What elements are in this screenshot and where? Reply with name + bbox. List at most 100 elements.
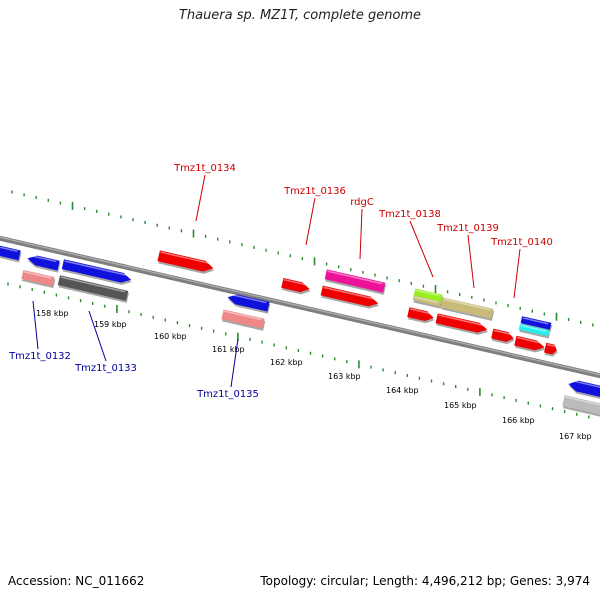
leader-line <box>359 208 363 260</box>
gene-body <box>407 307 434 322</box>
gene-highlight <box>283 278 308 286</box>
map-title: Thauera sp. MZ1T, complete genome <box>178 8 422 23</box>
gene-highlight <box>60 276 126 293</box>
gene-body <box>0 245 21 261</box>
label-tmz1t-0135[interactable]: Tmz1t_0135 <box>196 389 259 400</box>
gene-body <box>57 275 129 301</box>
gene-highlight <box>415 289 440 297</box>
gene-blue-left[interactable] <box>26 254 61 273</box>
leader-line <box>195 174 206 222</box>
gene-highlight <box>224 310 262 321</box>
gene-body <box>435 313 488 333</box>
leader-line <box>32 300 39 350</box>
gene-body <box>227 294 270 312</box>
label-tmz1t-0140[interactable]: Tmz1t_0140 <box>490 237 553 248</box>
kbp-label-layer: 158 kbp 159 kbp 160 kbp 161 kbp 162 kbp 163 k… <box>36 309 592 441</box>
gene-blue-right[interactable] <box>61 259 133 287</box>
gene-rdgc[interactable] <box>324 269 387 295</box>
gene-red-small[interactable] <box>544 342 560 358</box>
gene-body <box>520 316 552 330</box>
leader-line <box>467 234 475 289</box>
tick-layer <box>7 190 594 419</box>
leader-lines <box>32 174 521 388</box>
gene-body <box>568 380 600 398</box>
gene-body <box>544 342 557 355</box>
gene-tmz1t-0138[interactable] <box>407 307 436 325</box>
gene-body <box>412 295 442 307</box>
gene-highlight <box>493 329 512 336</box>
gene-highlight <box>327 270 383 285</box>
label-tmz1t-0139[interactable]: Tmz1t_0139 <box>436 223 499 234</box>
gene-body <box>61 259 132 283</box>
gene-highlight <box>229 293 267 304</box>
leader-line <box>409 220 434 278</box>
gene-highlight <box>438 314 486 327</box>
kbp-position-label: 164 kbp <box>386 386 419 395</box>
gene-blue-edge[interactable] <box>567 379 600 400</box>
gene-tmz1t-0139[interactable] <box>440 297 495 321</box>
label-tmz1t-0132[interactable]: Tmz1t_0132 <box>8 351 71 362</box>
gene-body <box>518 323 550 337</box>
gene-highlight <box>23 270 52 279</box>
label-tmz1t-0133[interactable]: Tmz1t_0133 <box>74 363 137 374</box>
gene-highlight <box>546 343 555 347</box>
kbp-position-label: 159 kbp <box>94 320 127 329</box>
genome-summary-text: Topology: circular; Length: 4,496,212 bp… <box>260 574 590 588</box>
gene-highlight <box>516 336 543 344</box>
gene-layer <box>0 244 600 418</box>
gene-highlight <box>520 324 547 332</box>
gene-gray-edge[interactable] <box>562 395 600 418</box>
gene-red-0137[interactable] <box>320 285 380 311</box>
kbp-position-label: 162 kbp <box>270 358 303 367</box>
label-rdgc[interactable]: rdgC <box>350 197 374 208</box>
leader-line <box>88 310 107 362</box>
gene-khaki-small[interactable] <box>412 295 442 309</box>
label-tmz1t-0134[interactable]: Tmz1t_0134 <box>173 163 236 174</box>
gene-highlight <box>28 254 57 263</box>
gene-highlight <box>443 298 491 311</box>
gene-tmz1t-0133[interactable] <box>57 275 129 303</box>
gene-highlight <box>160 251 212 265</box>
gene-body <box>281 278 310 293</box>
gene-body <box>324 269 386 293</box>
gene-highlight <box>522 317 549 325</box>
gene-blue-small[interactable] <box>520 316 553 332</box>
gene-red-0141[interactable] <box>514 335 547 355</box>
gene-blue-left-edge[interactable] <box>0 244 22 263</box>
kbp-position-label: 158 kbp <box>36 309 69 318</box>
gene-body <box>221 309 265 329</box>
gene-label-layer: Tmz1t_0134 Tmz1t_0136 rdgC Tmz1t_0138 Tmz1t_… <box>8 163 553 400</box>
gene-body <box>27 255 60 271</box>
gene-body <box>157 250 214 272</box>
gene-blue-0135-upper[interactable] <box>226 292 271 314</box>
gene-tmz1t-0136[interactable] <box>281 278 312 296</box>
gene-tmz1t-0132[interactable] <box>21 270 56 289</box>
gene-highlight <box>570 379 600 389</box>
leader-line <box>230 338 239 388</box>
gene-body <box>440 297 494 319</box>
kbp-position-label: 165 kbp <box>444 401 477 410</box>
gene-body <box>491 328 514 342</box>
gene-highlight <box>0 244 18 252</box>
gene-tmz1t-0135[interactable] <box>221 309 266 331</box>
gene-body <box>21 270 55 286</box>
gene-tmz1t-0140[interactable] <box>491 328 516 346</box>
accession-text: Accession: NC_011662 <box>8 574 145 588</box>
label-tmz1t-0136[interactable]: Tmz1t_0136 <box>283 186 346 197</box>
backbone-track <box>0 235 600 379</box>
gene-highlight <box>565 396 600 406</box>
gene-body <box>562 395 600 415</box>
gene-highlight <box>414 296 439 304</box>
gene-cyan-small[interactable] <box>518 323 551 339</box>
gene-body <box>320 285 379 307</box>
leader-line <box>513 248 521 299</box>
gene-red-0139[interactable] <box>435 313 490 337</box>
gene-tmz1t-0134[interactable] <box>157 250 216 275</box>
label-tmz1t-0138[interactable]: Tmz1t_0138 <box>378 209 441 220</box>
gene-body <box>413 288 443 304</box>
backbone-highlight <box>0 236 600 376</box>
kbp-position-label: 166 kbp <box>502 416 535 425</box>
gene-highlight <box>409 308 432 315</box>
